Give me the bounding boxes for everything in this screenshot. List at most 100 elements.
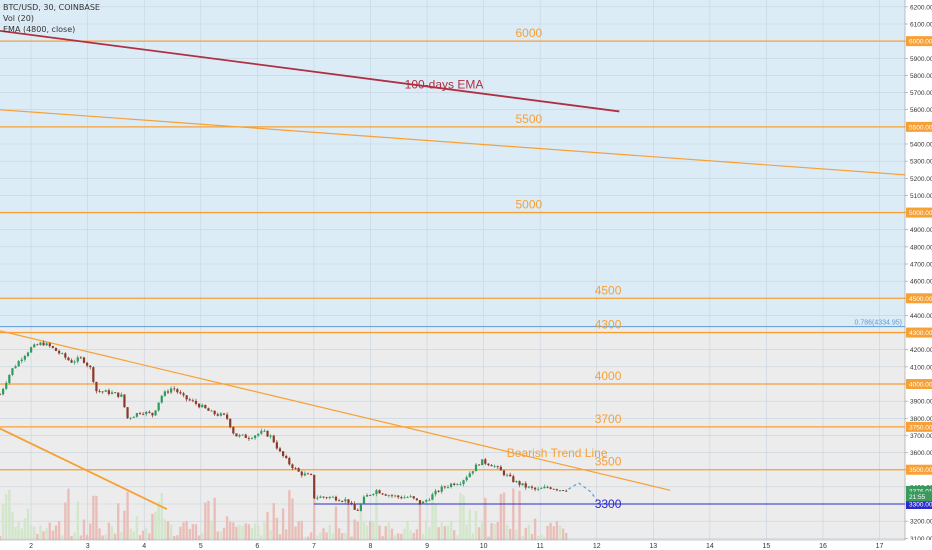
candle-body (521, 483, 524, 486)
candle-body (260, 430, 263, 434)
candle-body (42, 342, 45, 346)
volume-bar (350, 536, 353, 540)
volume-bar (39, 525, 42, 540)
time-axis[interactable]: 2 3 4 5 6 7 8 9 10 11 12 13 14 15 16 17 (0, 539, 932, 550)
volume-bar (400, 533, 403, 540)
volume-bar (269, 530, 272, 540)
volume-bar (484, 497, 487, 540)
horizontal-levels[interactable] (0, 40, 905, 505)
symbol-label[interactable]: BTC/USD, 30, COINBASE (3, 3, 100, 12)
ema-line[interactable] (0, 29, 620, 113)
volume-bar (437, 527, 440, 540)
candle-body (176, 389, 179, 393)
candle-body (48, 343, 51, 347)
candle-body (493, 466, 496, 468)
volume-bar (540, 534, 543, 540)
bearish-trend-annotation: Bearish Trend Line (507, 446, 608, 460)
volume-bar (176, 535, 179, 540)
price-tag-4000-box (906, 379, 932, 389)
candle-body (322, 496, 325, 498)
volume-bar (48, 522, 51, 540)
trend-line[interactable] (0, 109, 906, 176)
volume-bar (29, 525, 33, 540)
volume-bar (561, 528, 565, 540)
last-price-tag-box (906, 485, 932, 496)
price-tick-label: 3100.00 (910, 536, 932, 543)
candle-body (288, 458, 291, 465)
volume-bar (524, 527, 527, 540)
candle-body (201, 404, 204, 408)
candle-body (238, 434, 241, 437)
volume-bar (272, 503, 275, 540)
candle-body (291, 464, 294, 469)
trend-lines[interactable] (0, 29, 906, 510)
trend-line[interactable] (0, 427, 168, 510)
volume-bar (499, 493, 503, 540)
level-label-3500: 3500 (595, 455, 622, 469)
candle-body (61, 353, 64, 355)
candle-body (378, 490, 381, 494)
candle-body (39, 342, 42, 345)
volume-bar (166, 521, 170, 540)
candle-body (496, 466, 499, 468)
price-tick-label: 4800.00 (910, 244, 932, 251)
time-tick-label: 3 (86, 543, 90, 550)
volume-bar (17, 522, 20, 540)
volume-bar (543, 536, 546, 540)
bearish-trend-line[interactable] (0, 330, 671, 491)
candle-body (555, 489, 558, 491)
ema-indicator-label[interactable]: EMA (4800, close) (3, 25, 76, 34)
volume-bar (148, 533, 151, 540)
volume-bar (344, 532, 347, 540)
volume-bar (555, 521, 559, 540)
volume-bar (546, 525, 549, 540)
candle-body (425, 500, 428, 502)
volume-bar (471, 533, 475, 540)
candle-body (540, 488, 543, 490)
volume-bar (169, 524, 173, 540)
price-axis[interactable]: 6200.00 6100.00 6000.00 5900.00 5800.00 5700.… (904, 0, 932, 550)
candle-body (281, 451, 285, 456)
volume-bar (406, 521, 409, 540)
volume-bar (316, 535, 319, 540)
candle-body (443, 486, 446, 488)
volume-bar (474, 510, 478, 540)
time-tick-label: 5 (199, 543, 203, 550)
candle-body (76, 357, 79, 362)
candle-body (23, 355, 26, 360)
candle-body (421, 501, 425, 505)
candle-body (247, 437, 250, 439)
candle-body (512, 476, 515, 483)
background-zones (0, 0, 905, 540)
candle-body (129, 417, 132, 419)
volume-bar (129, 528, 132, 540)
volume-bar (356, 521, 359, 540)
volume-bar (253, 523, 257, 540)
price-tick-label: 4600.00 (910, 279, 932, 286)
volume-bar (288, 490, 291, 540)
candle-body (278, 448, 282, 452)
volume-bar (5, 494, 8, 540)
candle-body (490, 465, 493, 467)
volume-bar (82, 519, 86, 540)
volume-indicator-label[interactable]: Vol (20) (3, 14, 34, 23)
volume-bar (67, 488, 70, 540)
candle-body (145, 411, 148, 415)
candle-body (409, 496, 412, 498)
time-tick-label: 4 (142, 543, 146, 550)
volume-bar (477, 527, 481, 540)
volume-bar (440, 522, 443, 540)
time-tick-label: 8 (369, 543, 373, 550)
candle-body (123, 394, 126, 408)
volume-bar (275, 517, 279, 540)
candle-body (210, 410, 213, 412)
lower-zone (0, 326, 905, 540)
volume-bar (527, 524, 531, 540)
volume-bar (353, 519, 356, 540)
candle-body (54, 347, 58, 351)
volume-bar (508, 528, 512, 540)
candle-body (353, 503, 356, 510)
volume-bar (229, 521, 232, 540)
chart-legend: BTC/USD, 30, COINBASE Vol (20) EMA (4800… (3, 2, 100, 35)
